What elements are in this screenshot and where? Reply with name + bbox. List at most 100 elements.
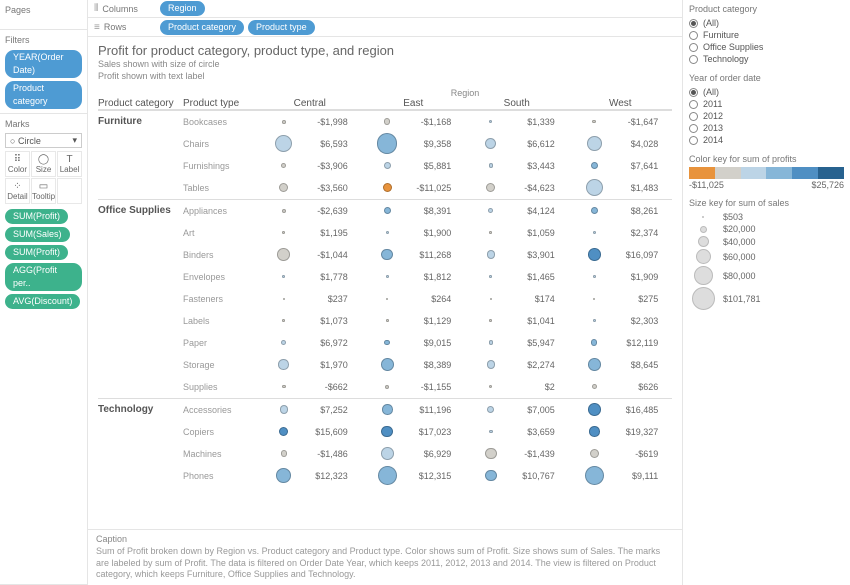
data-cell[interactable]: $9,358 [362, 133, 466, 153]
data-cell[interactable]: $237 [258, 294, 362, 304]
data-cell[interactable]: $2 [465, 382, 569, 392]
data-cell[interactable]: $6,929 [362, 447, 466, 460]
data-cell[interactable]: $19,327 [569, 426, 673, 437]
data-cell[interactable]: $10,767 [465, 470, 569, 482]
data-cell[interactable]: -$11,025 [362, 183, 466, 193]
data-cell[interactable]: $8,645 [569, 358, 673, 371]
columns-shelf[interactable]: ⦀Columns Region [88, 0, 682, 18]
data-cell[interactable]: $16,097 [569, 248, 673, 261]
size-legend-row: $60,000 [689, 248, 844, 265]
data-cell[interactable]: $174 [465, 294, 569, 304]
data-cell[interactable]: -$1,647 [569, 117, 673, 127]
data-cell[interactable]: $5,881 [362, 161, 466, 171]
data-cell[interactable]: $4,124 [465, 206, 569, 216]
data-cell[interactable]: $1,483 [569, 179, 673, 196]
data-cell[interactable]: $1,970 [258, 359, 362, 370]
data-cell[interactable]: -$662 [258, 382, 362, 392]
filter-pill[interactable]: Product category [5, 81, 82, 109]
marks-shape-select[interactable]: ○ Circle ▾ [5, 133, 82, 148]
rows-shelf[interactable]: ≡Rows Product categoryProduct type [88, 18, 682, 36]
data-cell[interactable]: $275 [569, 294, 673, 304]
data-cell[interactable]: $12,119 [569, 338, 673, 348]
data-cell[interactable]: $7,005 [465, 405, 569, 415]
data-cell[interactable]: $3,659 [465, 427, 569, 437]
data-cell[interactable]: $2,374 [569, 228, 673, 238]
data-cell[interactable]: $6,593 [258, 135, 362, 152]
data-cell[interactable]: $16,485 [569, 403, 673, 416]
year-option[interactable]: 2011 [689, 98, 844, 110]
data-cell[interactable]: $626 [569, 382, 673, 392]
shelf-pill[interactable]: Product type [248, 20, 315, 35]
marks-pill[interactable]: SUM(Profit) [5, 209, 68, 224]
data-cell[interactable]: $1,041 [465, 316, 569, 326]
data-cell[interactable]: $1,339 [465, 117, 569, 127]
data-cell[interactable]: -$1,044 [258, 248, 362, 261]
year-option[interactable]: 2012 [689, 110, 844, 122]
data-cell[interactable]: $2,303 [569, 316, 673, 326]
data-cell[interactable]: $1,059 [465, 228, 569, 238]
data-cell[interactable]: $3,901 [465, 250, 569, 260]
category-option[interactable]: (All) [689, 17, 844, 29]
data-cell[interactable]: $1,195 [258, 228, 362, 238]
data-cell[interactable]: -$2,639 [258, 206, 362, 216]
data-cell[interactable]: $17,023 [362, 426, 466, 438]
data-cell[interactable]: $8,391 [362, 206, 466, 216]
data-cell[interactable]: $8,389 [362, 358, 466, 371]
data-cell[interactable]: $1,812 [362, 272, 466, 282]
data-cell[interactable]: -$4,623 [465, 183, 569, 193]
category-option[interactable]: Furniture [689, 29, 844, 41]
data-cell[interactable]: $12,323 [258, 468, 362, 483]
data-cell[interactable]: -$619 [569, 449, 673, 459]
category-option[interactable]: Office Supplies [689, 41, 844, 53]
category-option[interactable]: Technology [689, 53, 844, 65]
year-option[interactable]: 2013 [689, 122, 844, 134]
data-cell[interactable]: -$3,560 [258, 183, 362, 193]
marks-pill[interactable]: AVG(Discount) [5, 294, 80, 309]
data-cell[interactable]: -$1,439 [465, 448, 569, 460]
data-cell[interactable]: $7,641 [569, 161, 673, 171]
data-cell[interactable]: $1,129 [362, 316, 466, 326]
data-cell[interactable]: $1,900 [362, 228, 466, 238]
data-cell[interactable]: $7,252 [258, 405, 362, 415]
marks-pill[interactable]: SUM(Sales) [5, 227, 70, 242]
data-cell[interactable]: -$1,486 [258, 449, 362, 459]
data-cell[interactable]: $15,609 [258, 427, 362, 437]
mark-card-label[interactable]: TLabel [57, 151, 82, 177]
data-cell[interactable]: $12,315 [362, 466, 466, 485]
data-cell[interactable]: $264 [362, 294, 466, 304]
mark-card-size[interactable]: ◯Size [31, 151, 56, 177]
year-option[interactable]: (All) [689, 86, 844, 98]
data-cell[interactable]: $1,778 [258, 272, 362, 282]
data-cell[interactable]: $1,073 [258, 316, 362, 326]
mark-card-detail[interactable]: ⁘Detail [5, 178, 30, 204]
data-cell[interactable]: $8,261 [569, 206, 673, 216]
mark-circle [591, 162, 598, 169]
data-cell[interactable]: -$1,998 [258, 117, 362, 127]
data-cell[interactable]: $9,111 [569, 466, 673, 485]
data-cell[interactable]: $9,015 [362, 338, 466, 348]
mark-card-color[interactable]: ⠿Color [5, 151, 30, 177]
mark-circle [281, 340, 286, 345]
data-cell[interactable]: $1,465 [465, 272, 569, 282]
data-cell[interactable]: $2,274 [465, 360, 569, 370]
filter-pill[interactable]: YEAR(Order Date) [5, 50, 82, 78]
year-option[interactable]: 2014 [689, 134, 844, 146]
data-cell[interactable]: -$1,168 [362, 117, 466, 127]
data-cell[interactable]: $11,268 [362, 249, 466, 261]
data-cell[interactable]: $6,612 [465, 138, 569, 149]
mark-card-tooltip[interactable]: ▭Tooltip [31, 178, 56, 204]
data-cell[interactable]: -$1,155 [362, 382, 466, 392]
marks-pill[interactable]: SUM(Profit) [5, 245, 68, 260]
data-cell[interactable]: $4,028 [569, 136, 673, 151]
data-cell[interactable]: $1,909 [569, 272, 673, 282]
data-cell[interactable]: -$3,906 [258, 161, 362, 171]
shelf-pill[interactable]: Region [160, 1, 205, 16]
marks-pill[interactable]: AGG(Profit per.. [5, 263, 82, 291]
pages-panel: Pages [0, 0, 87, 30]
shelf-pill[interactable]: Product category [160, 20, 244, 35]
data-cell[interactable]: $3,443 [465, 161, 569, 171]
data-cell[interactable]: $5,947 [465, 338, 569, 348]
data-cell[interactable]: $6,972 [258, 338, 362, 348]
viz-subtitle-1: Sales shown with size of circle [98, 59, 672, 70]
data-cell[interactable]: $11,196 [362, 404, 466, 415]
